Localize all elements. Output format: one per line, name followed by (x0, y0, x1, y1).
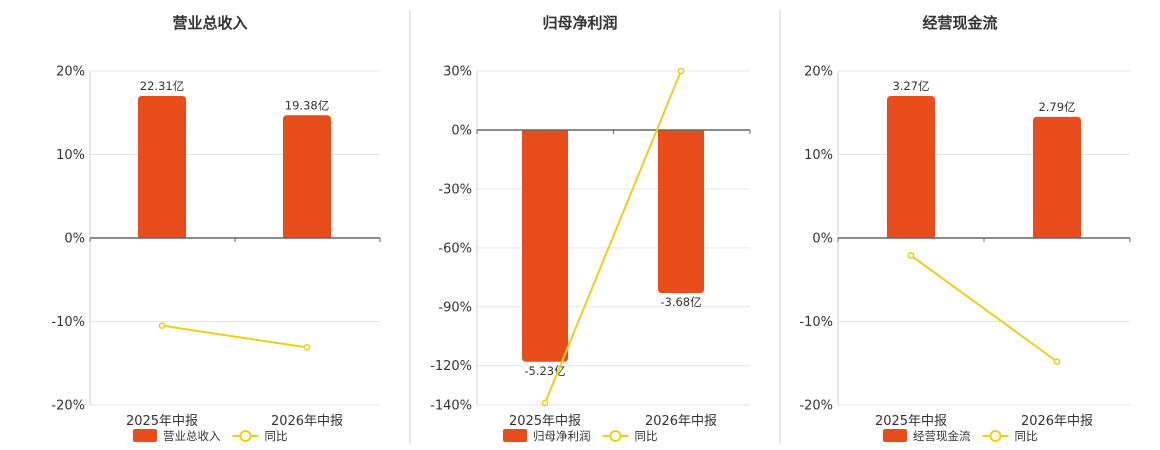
legend-label-bar: 经营现金流 (913, 429, 971, 443)
legend-swatch-marker (239, 430, 252, 442)
bar-data-label: 22.31亿 (140, 79, 184, 93)
yoy-line (161, 324, 308, 349)
y-tick-label: -20% (799, 399, 833, 414)
bar-data-label: -5.23亿 (524, 364, 565, 378)
yoy-point-2 (1053, 358, 1061, 365)
y-tick-label: -10% (799, 315, 833, 330)
x-category-label: 2026年中报 (271, 414, 343, 429)
y-tick-label: 20% (804, 65, 833, 80)
yoy-line (910, 254, 1058, 363)
x-category-label: 2025年中报 (875, 414, 947, 429)
legend-swatch-marker (989, 430, 1002, 442)
bar-2 (283, 115, 331, 238)
bar-data-label: -3.68亿 (660, 295, 701, 309)
chart-panel-2: 归母净利润 30% 0% -30% -60% -90% -120% -140% -5.23亿 -3… (430, 14, 751, 443)
yoy-point-2 (303, 344, 311, 351)
y-tick-label: -10% (51, 315, 85, 330)
x-category-label: 2025年中报 (509, 414, 581, 429)
y-tick-label: -60% (438, 241, 472, 256)
x-category-label: 2026年中报 (645, 414, 717, 429)
yoy-point-1 (158, 322, 166, 330)
bar-2 (1033, 116, 1081, 238)
chart-title: 归母净利润 (542, 14, 617, 32)
y-tick-label: 20% (56, 65, 85, 80)
bar-1 (522, 129, 568, 362)
legend-label-line: 同比 (265, 429, 288, 443)
yoy-point-1 (541, 399, 549, 407)
chart-panel-3: 经营现金流 20% 10% 0% -10% -20% 3.27亿 2.79亿 2025年中报 20… (799, 14, 1131, 443)
y-tick-label: 0% (451, 123, 472, 138)
y-tick-label: -90% (438, 300, 472, 315)
bar-data-label: 19.38亿 (285, 98, 329, 112)
legend-swatch-bar (883, 429, 907, 442)
y-tick-label: -30% (438, 182, 472, 197)
bar-1 (887, 96, 935, 238)
yoy-point-1 (907, 252, 915, 259)
y-tick-label: -140% (430, 399, 472, 414)
legend-label-bar: 营业总收入 (163, 429, 221, 443)
legend-label-line: 同比 (635, 429, 658, 443)
chart-title: 经营现金流 (922, 14, 997, 32)
bar-data-label: 3.27亿 (892, 79, 929, 93)
chart-title: 营业总收入 (172, 14, 247, 32)
bar-data-label: 2.79亿 (1038, 100, 1075, 114)
legend-swatch-marker (609, 430, 622, 442)
chart-panel-1: 营业总收入 20% 10% 0% -10% -20% 22.31亿 19.38亿 2025年中报… (51, 14, 381, 443)
legend-swatch-bar (503, 429, 527, 442)
yoy-point-2 (677, 67, 685, 75)
bar-2 (658, 129, 704, 294)
y-tick-label: -120% (430, 359, 472, 374)
bar-1 (138, 96, 186, 238)
y-tick-label: 30% (443, 65, 472, 80)
legend-label-line: 同比 (1015, 429, 1038, 443)
yoy-line (544, 70, 682, 404)
y-tick-label: 10% (804, 148, 833, 163)
y-tick-label: -20% (51, 399, 85, 414)
y-tick-label: 0% (812, 232, 833, 247)
x-category-label: 2025年中报 (126, 414, 198, 429)
y-tick-label: 10% (56, 148, 85, 163)
legend-swatch-bar (133, 429, 157, 442)
y-tick-label: 0% (64, 232, 85, 247)
legend-label-bar: 归母净利润 (533, 429, 591, 443)
x-category-label: 2026年中报 (1021, 414, 1093, 429)
